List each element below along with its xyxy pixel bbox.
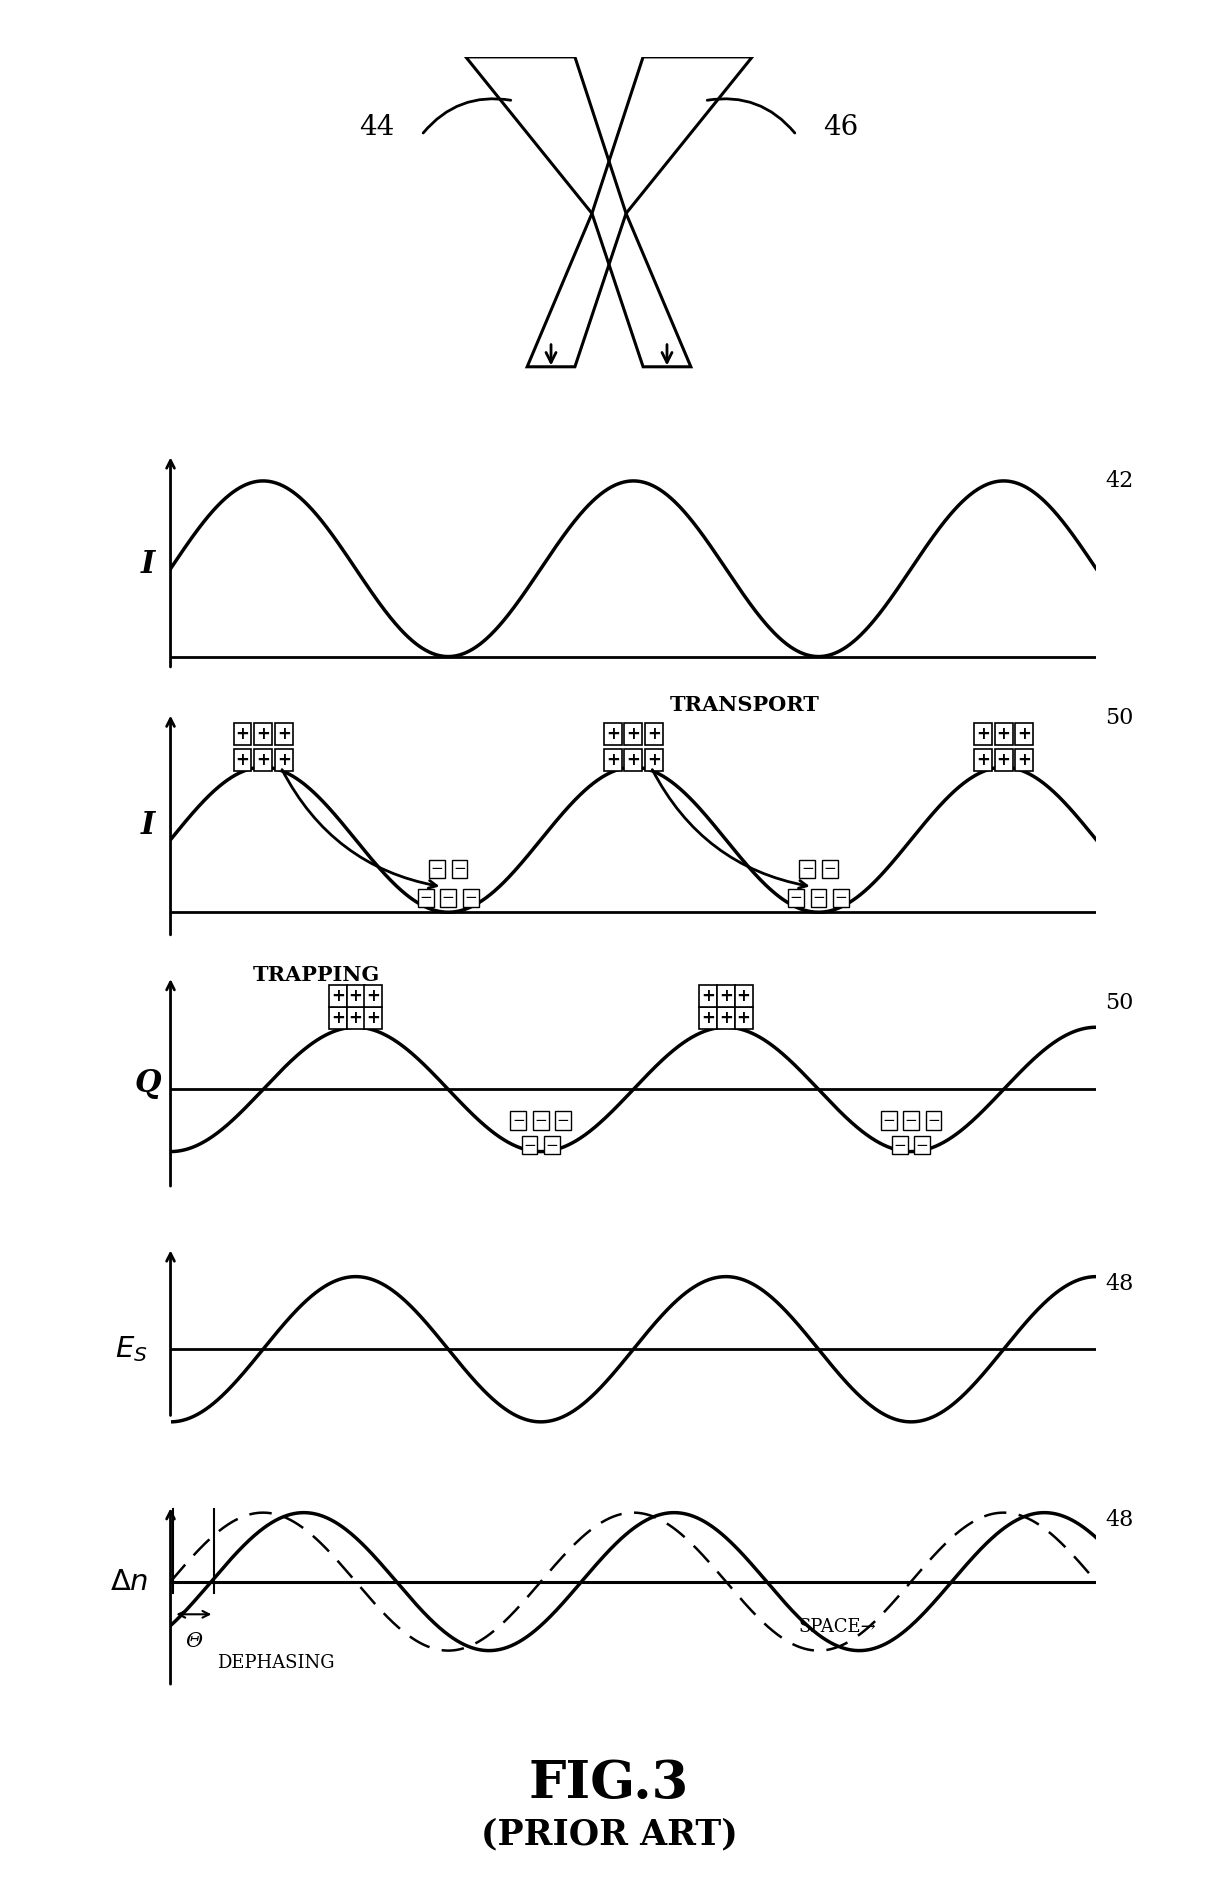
Text: −: −	[557, 1114, 570, 1129]
Text: +: +	[719, 1009, 733, 1026]
Text: +: +	[702, 1009, 715, 1026]
Text: −: −	[894, 1138, 906, 1153]
Text: +: +	[348, 986, 363, 1005]
Text: −: −	[882, 1114, 895, 1129]
Text: +: +	[276, 725, 291, 744]
Text: +: +	[331, 986, 345, 1005]
Text: SPACE→: SPACE→	[798, 1618, 876, 1635]
Text: I: I	[141, 548, 155, 580]
Text: −: −	[927, 1114, 940, 1129]
Text: −: −	[419, 890, 432, 905]
Text: FIG.3: FIG.3	[529, 1759, 689, 1808]
Text: 48: 48	[1106, 1508, 1134, 1531]
Text: −: −	[905, 1114, 917, 1129]
Text: 42: 42	[1106, 470, 1134, 491]
Text: +: +	[331, 1009, 345, 1026]
Text: +: +	[367, 986, 380, 1005]
Text: +: +	[235, 725, 250, 744]
Text: +: +	[647, 725, 661, 744]
Text: −: −	[453, 861, 465, 876]
Text: +: +	[976, 725, 990, 744]
Text: +: +	[737, 986, 750, 1005]
Text: 50: 50	[1106, 992, 1134, 1013]
Text: (PRIOR ART): (PRIOR ART)	[481, 1817, 737, 1851]
Text: 46: 46	[823, 114, 859, 140]
Text: +: +	[996, 751, 1011, 768]
Text: I: I	[141, 810, 155, 840]
Text: +: +	[256, 751, 270, 768]
Text: Q: Q	[135, 1068, 162, 1098]
Text: +: +	[626, 751, 641, 768]
Text: −: −	[442, 890, 454, 905]
Text: +: +	[276, 751, 291, 768]
Text: −: −	[916, 1138, 928, 1153]
Text: −: −	[801, 861, 814, 876]
Text: −: −	[535, 1114, 547, 1129]
Text: −: −	[823, 861, 836, 876]
Text: 48: 48	[1106, 1273, 1134, 1296]
Text: +: +	[1017, 725, 1032, 744]
Text: DEPHASING: DEPHASING	[217, 1654, 335, 1673]
Text: +: +	[605, 725, 620, 744]
Text: +: +	[605, 751, 620, 768]
Text: +: +	[996, 725, 1011, 744]
Text: +: +	[647, 751, 661, 768]
Text: TRANSPORT: TRANSPORT	[670, 694, 820, 715]
Text: +: +	[702, 986, 715, 1005]
Text: −: −	[524, 1138, 536, 1153]
Text: +: +	[976, 751, 990, 768]
Text: −: −	[546, 1138, 558, 1153]
Text: +: +	[719, 986, 733, 1005]
Text: Θ: Θ	[185, 1633, 202, 1652]
Text: −: −	[812, 890, 825, 905]
Text: −: −	[789, 890, 803, 905]
Text: −: −	[431, 861, 443, 876]
Text: +: +	[626, 725, 641, 744]
Text: 50: 50	[1106, 708, 1134, 728]
Text: +: +	[1017, 751, 1032, 768]
Text: −: −	[512, 1114, 525, 1129]
Text: TRAPPING: TRAPPING	[253, 964, 380, 985]
Text: $E_S$: $E_S$	[116, 1334, 149, 1364]
Text: $\Delta n$: $\Delta n$	[110, 1567, 149, 1595]
Text: +: +	[348, 1009, 363, 1026]
Text: −: −	[834, 890, 848, 905]
Text: −: −	[464, 890, 477, 905]
Text: +: +	[367, 1009, 380, 1026]
Text: +: +	[235, 751, 250, 768]
Text: +: +	[737, 1009, 750, 1026]
Text: 44: 44	[359, 114, 395, 140]
Text: +: +	[256, 725, 270, 744]
